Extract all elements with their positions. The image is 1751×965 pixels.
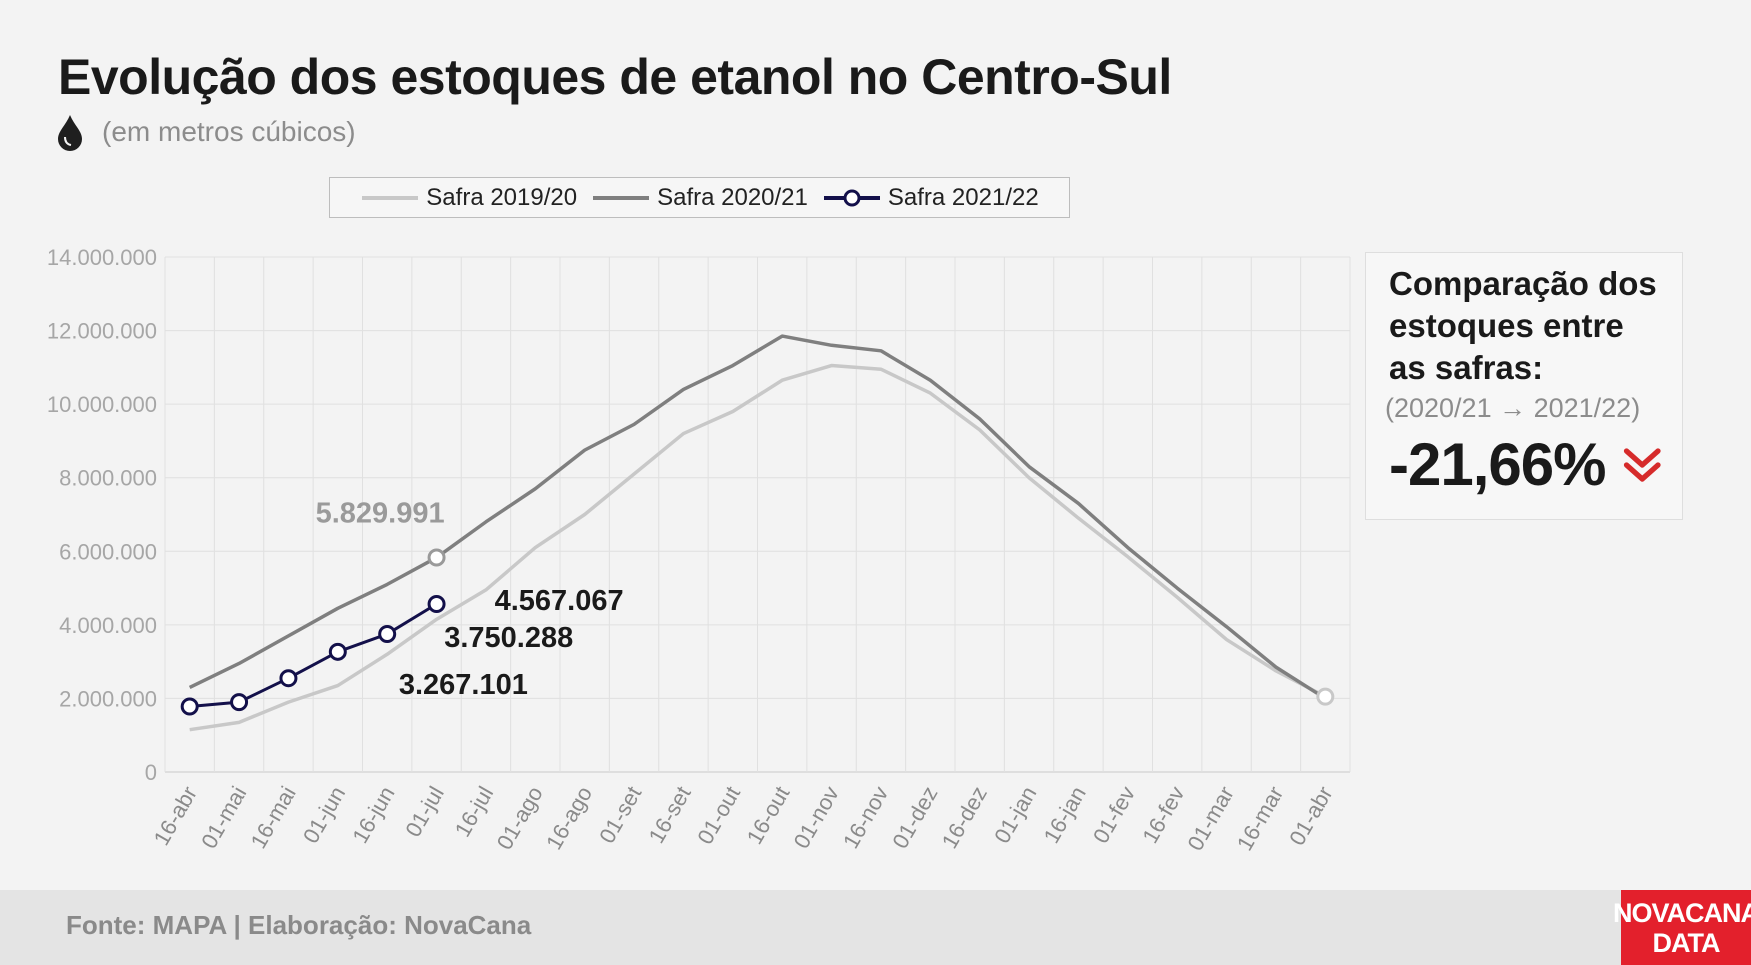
footer: Fonte: MAPA | Elaboração: NovaCana NOVAC… — [0, 890, 1751, 965]
data-label: 5.829.991 — [316, 498, 445, 530]
legend-swatch-2020 — [593, 195, 650, 200]
legend-item-2021: Safra 2021/22 — [822, 184, 1039, 212]
x-tick-label: 01-jun — [298, 782, 350, 847]
x-tick-label: 01-jul — [400, 782, 449, 841]
chart-axes: 0 2.000.000 4.000.000 6.000.000 8.000.000 10.… — [47, 245, 1338, 855]
x-tick-label: 01-mar — [1182, 782, 1238, 855]
data-point-marker — [180, 697, 199, 716]
x-tick-label: 01-mai — [196, 782, 251, 853]
comparison-value: -21,66% — [1389, 431, 1606, 498]
x-tick-label: 16-out — [742, 782, 795, 849]
x-tick-label: 01-abr — [1284, 782, 1337, 850]
comparison-value-row: -21,66% — [1389, 430, 1662, 499]
x-tick-label: 16-set — [644, 782, 696, 847]
legend-item-2019: Safra 2019/20 — [360, 184, 577, 212]
x-tick-label: 01-jan — [989, 782, 1041, 847]
y-tick-label: 0 — [145, 760, 157, 785]
legend-swatch-2019 — [362, 195, 419, 200]
x-tick-label: 16-dez — [937, 782, 992, 853]
comparison-title-line: estoques entre — [1389, 307, 1624, 344]
legend-label-2021: Safra 2021/22 — [887, 183, 1039, 211]
chart-title: Evolução dos estoques de etanol no Centr… — [58, 49, 1172, 105]
series-line — [189, 363, 1327, 732]
y-tick-label: 6.000.000 — [59, 539, 157, 564]
legend-swatch-2021 — [823, 189, 880, 206]
comparison-title: Comparação dos estoques entre as safras: — [1389, 263, 1662, 389]
legend-label-2020: Safra 2020/21 — [657, 183, 808, 211]
chart-series — [180, 334, 1335, 732]
x-tick-label: 01-fev — [1088, 782, 1140, 847]
x-tick-label: 16-fev — [1137, 782, 1189, 847]
y-tick-label: 2.000.000 — [59, 686, 157, 711]
line-chart: 0 2.000.000 4.000.000 6.000.000 8.000.000 10.… — [47, 245, 1351, 855]
data-label: 3.750.288 — [444, 622, 573, 654]
x-tick-label: 16-mai — [245, 782, 300, 853]
chart-legend: Safra 2019/20 Safra 2020/21 Safra 2021/2… — [329, 177, 1070, 218]
highlight-point-marker — [1316, 687, 1335, 706]
comparison-title-line: as safras: — [1389, 349, 1544, 386]
logo-line: NOVACANA — [1613, 897, 1751, 928]
comparison-title-line: Comparação dos — [1389, 265, 1657, 302]
x-tick-label: 16-jan — [1039, 782, 1091, 847]
chart-grid — [164, 256, 1351, 773]
data-point-marker — [230, 693, 249, 712]
novacana-logo: NOVACANA DATA — [1613, 890, 1751, 965]
data-point-marker — [427, 594, 446, 613]
y-tick-label: 14.000.000 — [47, 245, 157, 270]
data-label: 4.567.067 — [495, 585, 624, 617]
x-tick-label: 16-ago — [541, 782, 597, 854]
legend-item-2020: Safra 2020/21 — [591, 184, 808, 212]
x-tick-label: 01-nov — [789, 782, 844, 853]
y-tick-label: 8.000.000 — [59, 466, 157, 491]
comparison-period: (2020/21 → 2021/22) — [1385, 393, 1641, 423]
y-tick-label: 10.000.000 — [47, 392, 157, 417]
x-tick-label: 16-mar — [1232, 782, 1288, 855]
data-label: 3.267.101 — [399, 669, 528, 701]
x-tick-label: 16-jul — [450, 782, 499, 841]
x-tick-label: 01-set — [594, 782, 646, 847]
chart-annotations: 5.829.991 4.567.067 3.750.288 3.267.101 — [316, 498, 624, 701]
comparison-panel: Comparação dos estoques entre as safras:… — [1365, 252, 1683, 520]
source-credit: Fonte: MAPA | Elaboração: NovaCana — [66, 910, 532, 940]
chart-subtitle: (em metros cúbicos) — [56, 113, 356, 151]
y-tick-label: 4.000.000 — [59, 613, 157, 638]
x-tick-label: 01-dez — [887, 782, 942, 853]
drop-icon — [58, 115, 82, 151]
legend-label-2019: Safra 2019/20 — [426, 183, 578, 211]
y-tick-label: 12.000.000 — [47, 319, 157, 344]
data-point-marker — [279, 669, 298, 688]
double-chevron-down-icon — [1624, 447, 1662, 482]
data-point-marker — [328, 642, 347, 661]
x-tick-label: 01-out — [692, 782, 745, 849]
data-point-marker — [378, 625, 397, 644]
x-tick-label: 01-ago — [492, 782, 548, 854]
series-line — [188, 334, 1327, 700]
subtitle-text: (em metros cúbicos) — [102, 116, 356, 147]
x-tick-label: 16-abr — [149, 782, 202, 850]
logo-line: DATA — [1652, 927, 1721, 958]
x-tick-label: 16-jun — [347, 782, 399, 847]
x-tick-label: 16-nov — [838, 782, 893, 853]
highlight-point-marker — [427, 548, 446, 567]
